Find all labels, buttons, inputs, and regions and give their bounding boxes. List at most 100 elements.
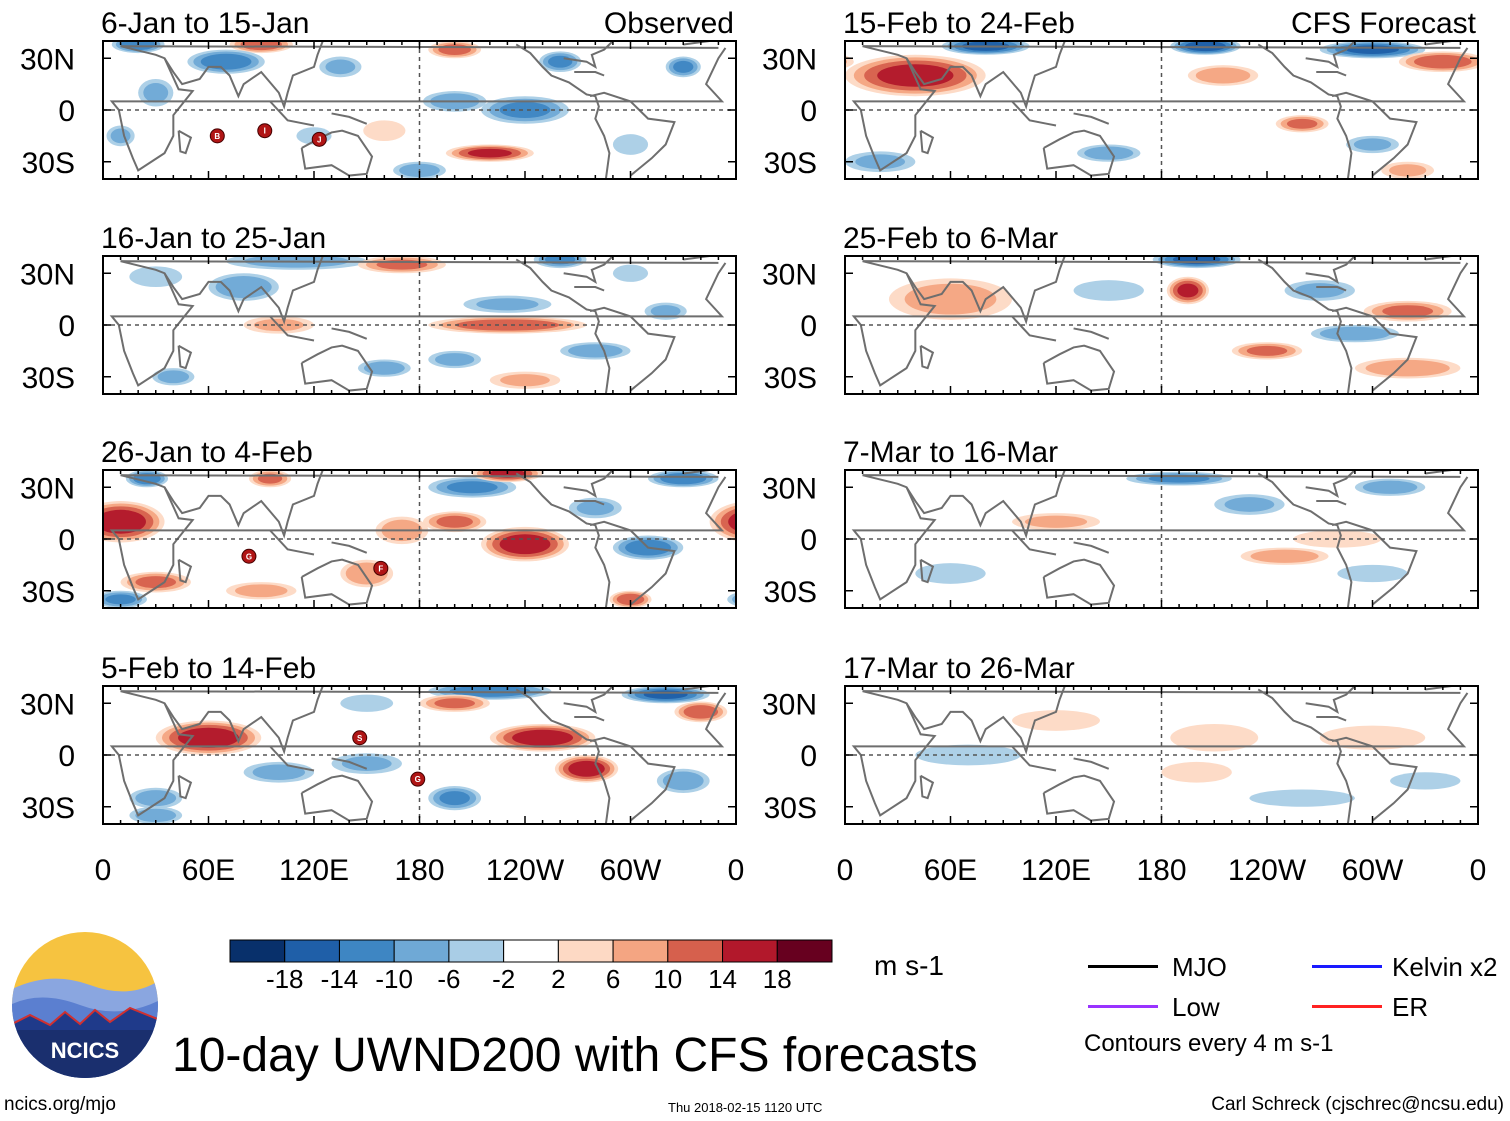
anomaly-contour <box>438 44 472 55</box>
colorbar: -18 -14 -10 -6 -2 2 6 10 14 18 <box>229 939 833 994</box>
colorbar-tick-label: -10 <box>375 964 413 994</box>
colorbar-tick-label: 18 <box>763 964 792 994</box>
anomaly-contour <box>1294 283 1345 298</box>
anomaly-contour <box>1414 54 1472 69</box>
y-tick-label: 0 <box>800 524 817 557</box>
y-tick-label: 30N <box>20 258 75 291</box>
coastline <box>331 757 368 770</box>
coastline <box>563 256 614 285</box>
anomaly-contour <box>1012 710 1100 731</box>
anomaly-contour <box>0 134 15 155</box>
y-tick-label: 0 <box>58 95 75 128</box>
anomaly-contour <box>446 481 498 494</box>
panel-6 <box>845 470 1478 608</box>
panel-title: 16-Jan to 25-Jan <box>101 222 326 255</box>
anomaly-contour <box>363 361 405 375</box>
coastline <box>589 736 676 822</box>
x-tick-label: 120W <box>1228 854 1307 887</box>
legend-line-mjo <box>1088 965 1158 968</box>
coastline <box>919 344 935 370</box>
coastline <box>1316 71 1347 77</box>
y-tick-label: 30N <box>762 258 817 291</box>
storm-marker-letter: I <box>264 127 266 136</box>
coastline <box>574 286 605 292</box>
colorbar-bin <box>667 939 724 963</box>
colorbar-bin <box>284 939 340 963</box>
y-tick-label: 30N <box>20 43 75 76</box>
y-tick-label: 30S <box>764 792 817 825</box>
storm-marker <box>257 123 273 139</box>
colorbar-units: m s-1 <box>874 950 944 981</box>
y-tick-label: 30N <box>20 688 75 721</box>
y-tick-label: 30S <box>764 576 817 609</box>
anomaly-contour <box>662 771 704 791</box>
coastline <box>163 686 324 755</box>
anomaly-contour <box>1286 118 1318 129</box>
anomaly-contour <box>740 126 768 147</box>
x-tick-label: 180 <box>1136 854 1186 887</box>
anomaly-contour <box>568 344 623 358</box>
coastline <box>1042 774 1116 822</box>
x-tick-label: 120E <box>279 854 349 887</box>
website-link[interactable]: ncics.org/mjo <box>4 1094 116 1115</box>
storm-marker <box>241 548 257 564</box>
anomaly-contour <box>643 690 688 699</box>
coastline <box>589 520 676 606</box>
panel-title: 5-Feb to 14-Feb <box>101 652 316 685</box>
x-tick-label: 120W <box>486 854 565 887</box>
logo-text: NCICS <box>51 1038 119 1063</box>
coastline <box>1331 736 1418 822</box>
coastline <box>851 45 1469 172</box>
anomaly-contour <box>105 594 136 605</box>
coastline <box>1042 129 1116 177</box>
colorbar-bin <box>229 939 286 963</box>
coastline <box>300 558 374 606</box>
coastline <box>269 315 315 342</box>
anomaly-contour <box>1250 549 1319 563</box>
anomaly-contour <box>0 536 50 560</box>
anomaly-contour <box>499 102 551 118</box>
storm-marker <box>311 131 327 147</box>
coastline <box>331 112 368 125</box>
anomaly-contour <box>1382 305 1434 318</box>
y-tick-label: 0 <box>800 95 817 128</box>
anomaly-contour <box>0 537 45 557</box>
x-tick-label: 60E <box>182 854 235 887</box>
anomaly-contour <box>568 760 605 777</box>
colorbar-tick-label: -14 <box>321 964 359 994</box>
coastline <box>269 745 315 772</box>
anomaly-contour <box>855 154 906 170</box>
anomaly-contour <box>178 727 239 748</box>
coastline <box>589 91 676 177</box>
anomaly-contour <box>512 729 574 746</box>
coastline <box>177 129 193 155</box>
coastline <box>919 774 935 800</box>
coastline <box>300 774 374 822</box>
anomaly-contour <box>1497 60 1510 90</box>
coastline <box>1073 112 1110 125</box>
storm-marker-letter: G <box>415 775 421 784</box>
coastline <box>1331 520 1418 606</box>
x-tick-label: 0 <box>837 854 854 887</box>
anomaly-contour <box>1488 154 1510 169</box>
anomaly-contour <box>200 53 252 70</box>
anomaly-contour <box>215 276 272 299</box>
anomaly-contour <box>0 594 11 605</box>
timestamp: Thu 2018-02-15 1120 UTC <box>668 1100 823 1115</box>
coastline <box>331 327 368 340</box>
anomaly-contour <box>157 370 190 384</box>
coastline <box>1073 757 1110 770</box>
y-tick-label: 0 <box>800 310 817 343</box>
y-tick-label: 30N <box>762 688 817 721</box>
coastline <box>109 474 727 601</box>
colorbar-tick-label: -18 <box>266 964 304 994</box>
storm-marker <box>352 730 368 746</box>
coastline <box>589 306 676 392</box>
panel-0: BIJ <box>0 41 768 179</box>
anomaly-contour <box>757 772 827 789</box>
y-tick-label: 30N <box>20 472 75 505</box>
panel-title: 26-Jan to 4-Feb <box>101 436 313 469</box>
coastline <box>109 690 727 817</box>
anomaly-contour <box>1365 359 1450 377</box>
